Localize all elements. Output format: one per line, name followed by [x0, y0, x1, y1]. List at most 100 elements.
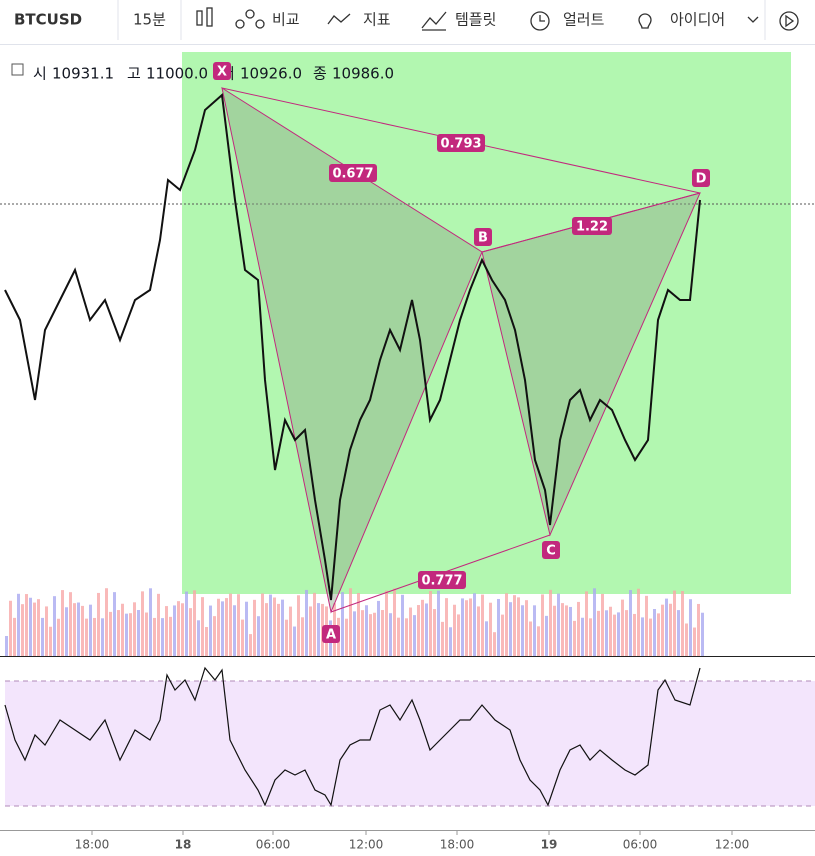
volume-bar — [689, 599, 692, 656]
time-label: 18 — [175, 838, 192, 852]
volume-bar — [153, 617, 156, 656]
volume — [5, 588, 704, 656]
volume-bar — [233, 605, 236, 656]
volume-bar — [53, 596, 56, 656]
volume-bar — [137, 610, 140, 656]
volume-bar — [621, 599, 624, 656]
volume-bar — [209, 605, 212, 656]
volume-bar — [37, 599, 40, 656]
volume-bar — [113, 592, 116, 656]
volume-bar — [641, 617, 644, 656]
volume-bar — [289, 606, 292, 656]
toolbar-item[interactable]: 비교 — [272, 11, 300, 29]
volume-bar — [553, 605, 556, 656]
time-label: 18:00 — [75, 838, 110, 852]
volume-bar — [349, 588, 352, 656]
volume-bar — [65, 607, 68, 656]
volume-bar — [665, 598, 668, 656]
volume-bar — [217, 598, 220, 656]
volume-bar — [49, 626, 52, 656]
volume-bar — [77, 602, 80, 656]
time-label: 18:00 — [440, 838, 475, 852]
ratio-label: 0.793 — [440, 137, 481, 152]
volume-bar — [221, 601, 224, 656]
volume-bar — [253, 599, 256, 656]
volume-bar — [549, 589, 552, 656]
volume-bar — [401, 594, 404, 656]
volume-bar — [141, 591, 144, 656]
volume-bar — [101, 618, 104, 656]
volume-bar — [577, 601, 580, 656]
toolbar — [0, 0, 815, 44]
volume-bar — [177, 601, 180, 656]
volume-bar — [409, 607, 412, 656]
volume-bar — [669, 603, 672, 656]
volume-bar — [561, 603, 564, 656]
volume-bar — [33, 602, 36, 656]
volume-bar — [369, 614, 372, 656]
toolbar-item[interactable]: 지표 — [363, 11, 391, 29]
volume-bar — [245, 601, 248, 656]
volume-bar — [169, 616, 172, 656]
point-label: C — [546, 544, 556, 559]
volume-bar — [225, 598, 228, 656]
volume-bar — [45, 606, 48, 656]
volume-bar — [97, 592, 100, 656]
toolbar-item[interactable]: 아이디어 — [670, 11, 725, 29]
volume-bar — [389, 613, 392, 656]
pattern-range — [182, 52, 791, 594]
volume-bar — [697, 603, 700, 656]
volume-bar — [277, 603, 280, 656]
volume-bar — [237, 594, 240, 656]
volume-bar — [265, 603, 268, 656]
point-label: A — [326, 628, 336, 643]
volume-bar — [309, 606, 312, 656]
ratio-box — [418, 571, 466, 589]
ratio-label: 0.777 — [421, 574, 462, 589]
volume-bar — [657, 613, 660, 656]
volume-bar — [701, 612, 704, 656]
volume-bar — [157, 593, 160, 656]
volume-bar — [377, 600, 380, 656]
volume-bar — [653, 609, 656, 656]
symbol[interactable]: BTCUSD — [14, 11, 82, 29]
volume-bar — [453, 604, 456, 656]
ohlc-value: 10931.1 — [52, 65, 114, 83]
interval[interactable]: 15분 — [133, 11, 166, 29]
volume-bar — [513, 595, 516, 656]
point-label: D — [696, 172, 707, 187]
volume-bar — [433, 609, 436, 656]
legend-toggle[interactable] — [11, 63, 24, 76]
toolbar-item[interactable]: 템플릿 — [455, 11, 496, 29]
volume-bar — [313, 592, 316, 656]
volume-bar — [205, 627, 208, 656]
ohlc-label: 종 — [313, 65, 327, 83]
volume-bar — [229, 593, 232, 656]
volume-bar — [345, 618, 348, 656]
volume-bar — [685, 623, 688, 656]
volume-bar — [493, 632, 496, 656]
volume-bar — [605, 610, 608, 656]
volume-bar — [17, 593, 20, 656]
volume-bar — [413, 615, 416, 656]
ratio-label: 1.22 — [576, 220, 608, 235]
volume-bar — [609, 606, 612, 656]
volume-bar — [213, 616, 216, 656]
volume-bar — [557, 593, 560, 656]
volume-bar — [273, 597, 276, 656]
point-label: B — [478, 231, 488, 246]
volume-bar — [133, 602, 136, 656]
volume-bar — [393, 588, 396, 656]
volume-bar — [429, 591, 432, 656]
volume-bar — [505, 593, 508, 656]
volume-bar — [457, 614, 460, 656]
volume-bar — [437, 590, 440, 656]
volume-bar — [121, 603, 124, 656]
volume-bar — [281, 599, 284, 656]
volume-bar — [565, 605, 568, 656]
toolbar-item[interactable]: 얼러트 — [563, 11, 605, 29]
volume-bar — [193, 590, 196, 656]
volume-bar — [305, 589, 308, 656]
volume-bar — [5, 636, 8, 656]
volume-bar — [185, 591, 188, 656]
